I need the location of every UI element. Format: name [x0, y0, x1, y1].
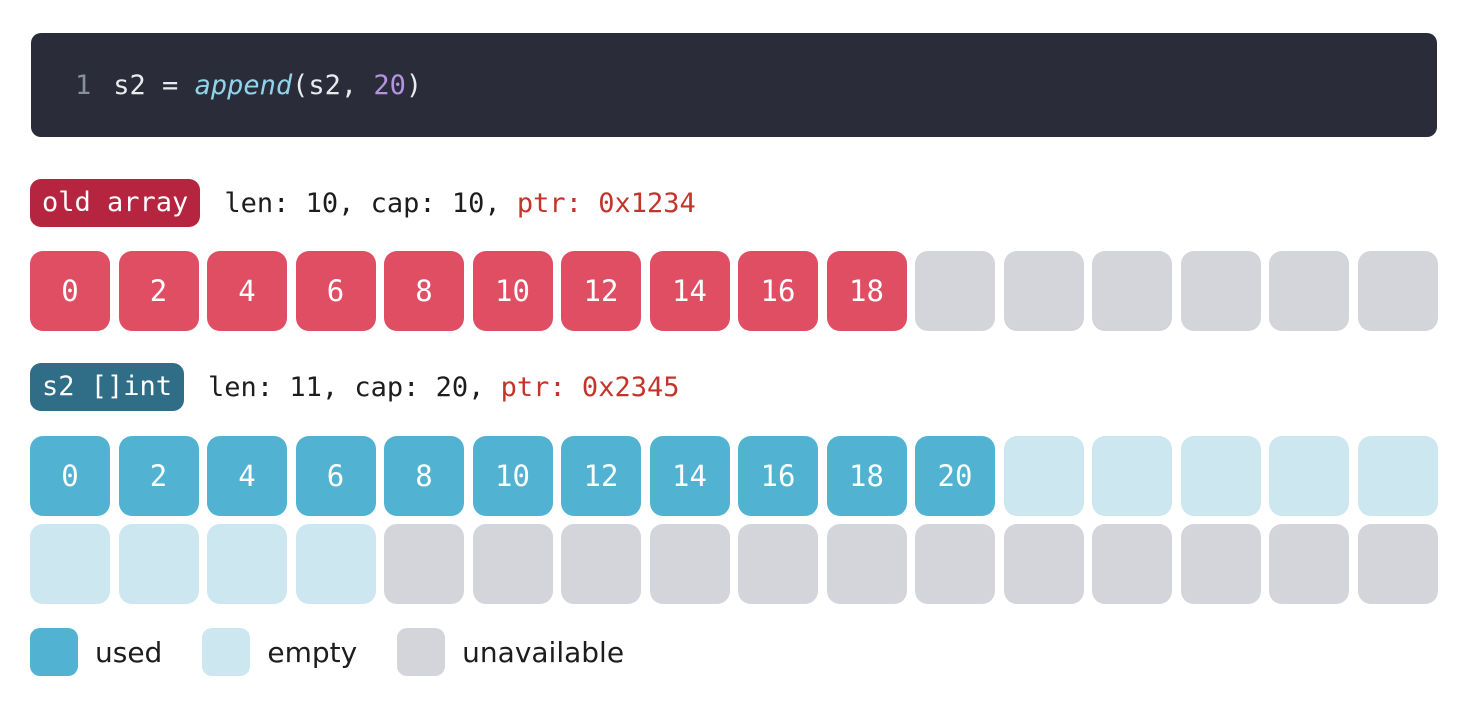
s2-row-2-cell-3: [295, 524, 376, 604]
old-array-cell-10: [915, 251, 995, 331]
legend-swatch-used: [30, 628, 78, 676]
legend: used empty unavailable: [30, 628, 664, 676]
s2-row-1-cell-7: 14: [649, 436, 730, 516]
code-function: append: [194, 69, 293, 101]
legend-swatch-empty: [202, 628, 251, 676]
old-array-cell-0: 0: [30, 251, 110, 331]
s2-row-1-cell-0: 0: [30, 436, 110, 516]
old-array-cell-12: [1092, 251, 1172, 331]
old-array-label-row: old array len: 10, cap: 10, ptr: 0x1234: [30, 179, 696, 227]
s2-row-1-cell-3: 6: [295, 436, 376, 516]
s2-row-1-cell-9: 18: [826, 436, 907, 516]
s2-row-1-cell-1: 2: [118, 436, 199, 516]
old-array-cell-14: [1269, 251, 1349, 331]
old-array-cell-3: 6: [295, 251, 376, 331]
old-array-cell-6: 12: [561, 251, 641, 331]
legend-item-empty: empty: [202, 628, 357, 676]
legend-item-used: used: [30, 628, 162, 676]
s2-row-1-cell-14: [1269, 436, 1349, 516]
s2-row-1-cell-10: 20: [915, 436, 995, 516]
s2-cells-row-2: [30, 524, 1438, 604]
s2-row-1-cell-4: 8: [384, 436, 464, 516]
s2-row-2-cell-8: [738, 524, 818, 604]
legend-label-unavailable: unavailable: [462, 635, 625, 669]
s2-tag: s2 []int: [30, 363, 185, 411]
s2-label-row: s2 []int len: 11, cap: 20, ptr: 0x2345: [30, 363, 679, 411]
code-var: s2: [113, 69, 146, 101]
old-array-cell-9: 18: [826, 251, 907, 331]
s2-row-1-cell-15: [1357, 436, 1438, 516]
s2-row-2-cell-1: [118, 524, 199, 604]
s2-row-2-cell-6: [561, 524, 641, 604]
old-array-cells: 0 2 4 6 8 10 12 14 16 18: [30, 251, 1438, 331]
s2-row-1-cell-12: [1092, 436, 1172, 516]
s2-row-2-cell-10: [915, 524, 995, 604]
old-array-cell-1: 2: [118, 251, 199, 331]
old-array-cell-2: 4: [207, 251, 287, 331]
code-open-paren: (: [292, 69, 309, 101]
s2-row-2-cell-11: [1003, 524, 1084, 604]
s2-row-1-cell-6: 12: [561, 436, 641, 516]
s2-ptr: ptr: 0x2345: [500, 371, 680, 403]
code-arg-2: 20: [373, 69, 406, 101]
old-array-cell-5: 10: [472, 251, 553, 331]
s2-row-1-cell-2: 4: [207, 436, 287, 516]
s2-row-2-cell-4: [384, 524, 464, 604]
old-array-cell-4: 8: [384, 251, 464, 331]
old-array-cell-11: [1003, 251, 1084, 331]
old-array-cell-13: [1180, 251, 1261, 331]
old-array-cell-15: [1357, 251, 1438, 331]
s2-meta: len: 11, cap: 20,: [208, 371, 501, 403]
old-array-tag: old array: [30, 179, 201, 227]
code-arg-1: s2,: [308, 69, 374, 101]
code-block: 1 s2 = append(s2, 20): [31, 33, 1437, 137]
s2-row-2-cell-5: [472, 524, 553, 604]
legend-label-empty: empty: [267, 635, 358, 669]
line-number: 1: [75, 69, 92, 101]
s2-row-2-cell-12: [1092, 524, 1172, 604]
code-close-paren: ): [405, 69, 423, 101]
s2-row-1-cell-11: [1003, 436, 1084, 516]
old-array-cell-8: 16: [738, 251, 818, 331]
s2-row-2-cell-14: [1269, 524, 1349, 604]
s2-row-1-cell-8: 16: [738, 436, 818, 516]
legend-item-unavailable: unavailable: [397, 628, 624, 676]
s2-row-2-cell-15: [1357, 524, 1438, 604]
s2-row-1-cell-5: 10: [472, 436, 553, 516]
old-array-cell-7: 14: [649, 251, 730, 331]
legend-swatch-unavailable: [397, 628, 446, 676]
s2-row-2-cell-9: [826, 524, 907, 604]
s2-row-2-cell-13: [1180, 524, 1261, 604]
code-operator: =: [145, 69, 195, 101]
s2-row-2-cell-2: [207, 524, 287, 604]
old-array-meta: len: 10, cap: 10,: [224, 187, 517, 219]
s2-cells-row-1: 0 2 4 6 8 10 12 14 16 18 20: [30, 436, 1438, 516]
s2-row-2-cell-7: [649, 524, 730, 604]
legend-label-used: used: [95, 635, 163, 669]
s2-row-1-cell-13: [1180, 436, 1261, 516]
old-array-ptr: ptr: 0x1234: [516, 187, 696, 219]
s2-row-2-cell-0: [30, 524, 110, 604]
